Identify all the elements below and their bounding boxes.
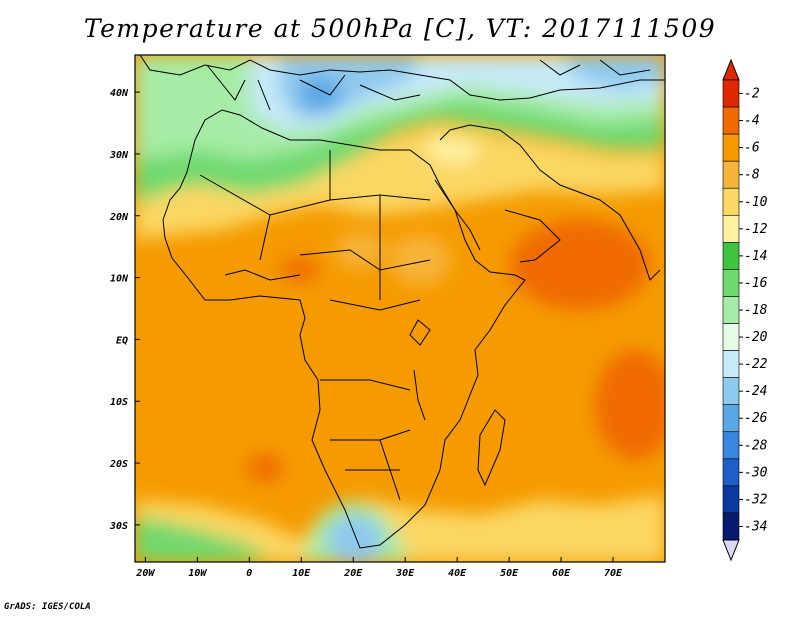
colorbar-swatch bbox=[722, 512, 740, 541]
colorbar-label: -10 bbox=[744, 195, 768, 210]
colorbar-label: -14 bbox=[744, 249, 767, 264]
colorbar-swatch bbox=[722, 79, 740, 108]
lon-tick-label: 60E bbox=[552, 568, 571, 579]
colorbar-label: -16 bbox=[744, 276, 768, 291]
colorbar-swatch bbox=[722, 106, 740, 135]
colorbar-label: -20 bbox=[744, 330, 768, 345]
colorbar-swatch bbox=[722, 350, 740, 378]
colorbar-label: -18 bbox=[744, 303, 768, 318]
colorbar-swatch bbox=[722, 269, 740, 297]
lon-tick-label: 20W bbox=[135, 568, 155, 579]
lon-tick-label: 20E bbox=[343, 568, 363, 579]
colorbar-swatch bbox=[722, 160, 740, 189]
lat-tick-label: 10N bbox=[110, 274, 129, 285]
colorbar-swatch bbox=[722, 242, 740, 270]
colorbar-label: -30 bbox=[744, 465, 768, 480]
latitude-axis: 40N 30N 20N 10N EQ 10S 20S 30S bbox=[109, 88, 140, 532]
lat-tick-label: EQ bbox=[116, 335, 128, 346]
colorbar-label: -32 bbox=[744, 492, 768, 507]
longitude-axis: 20W 10W 0 10E 20E 30E 40E 50E 60E 70E bbox=[135, 557, 623, 579]
lat-tick-label: 20S bbox=[109, 459, 128, 470]
colorbar-swatch bbox=[722, 214, 740, 243]
lon-tick-label: 50E bbox=[500, 568, 519, 579]
lat-tick-label: 30N bbox=[109, 150, 129, 161]
colorbar-swatch bbox=[722, 133, 740, 162]
colorbar-label: -34 bbox=[744, 519, 767, 534]
lon-tick-label: 70E bbox=[604, 568, 623, 579]
colorbar-swatch bbox=[722, 458, 740, 487]
colorbar-swatch bbox=[722, 404, 740, 433]
colorbar-swatch bbox=[722, 323, 740, 351]
lon-tick-label: 10E bbox=[292, 568, 311, 579]
colorbar-swatch bbox=[722, 377, 740, 406]
colorbar-label: -8 bbox=[744, 168, 760, 183]
colorbar-label: -26 bbox=[744, 411, 768, 426]
colorbar-label: -22 bbox=[744, 357, 768, 372]
map-title: Temperature at 500hPa [C], VT: 201711150… bbox=[83, 14, 717, 43]
colorbar-label: -6 bbox=[744, 141, 760, 156]
credit-label: GrADS: IGES/COLA bbox=[4, 602, 91, 612]
colorbar-label: -12 bbox=[744, 222, 768, 237]
colorbar-label: -2 bbox=[744, 87, 760, 102]
coastlines bbox=[139, 55, 665, 549]
colorbar-swatch bbox=[722, 187, 740, 216]
lat-tick-label: 30S bbox=[109, 521, 128, 532]
colorbar-label: -24 bbox=[744, 384, 767, 399]
colorbar-under-arrow bbox=[722, 539, 740, 562]
lat-tick-label: 20N bbox=[109, 212, 129, 223]
lon-tick-label: 30E bbox=[395, 568, 415, 579]
colorbar-label: -28 bbox=[744, 438, 768, 453]
colorbar-swatch bbox=[722, 296, 740, 324]
lat-tick-label: 40N bbox=[110, 88, 129, 99]
map-frame bbox=[134, 54, 666, 563]
colorbar: -2 -4 -6 -8 -10 -12 -14 -16 -18 -20 -22 -24 -26 -28 -3… bbox=[722, 58, 768, 562]
lon-tick-label: 10W bbox=[188, 568, 207, 579]
colorbar-label: -4 bbox=[744, 114, 760, 129]
colorbar-swatch bbox=[722, 431, 740, 460]
lon-tick-label: 40E bbox=[448, 568, 467, 579]
lat-tick-label: 10S bbox=[110, 397, 128, 408]
colorbar-over-arrow bbox=[722, 58, 740, 81]
temperature-field bbox=[135, 55, 665, 562]
colorbar-swatch bbox=[722, 485, 740, 514]
lon-tick-label: 0 bbox=[246, 568, 252, 579]
